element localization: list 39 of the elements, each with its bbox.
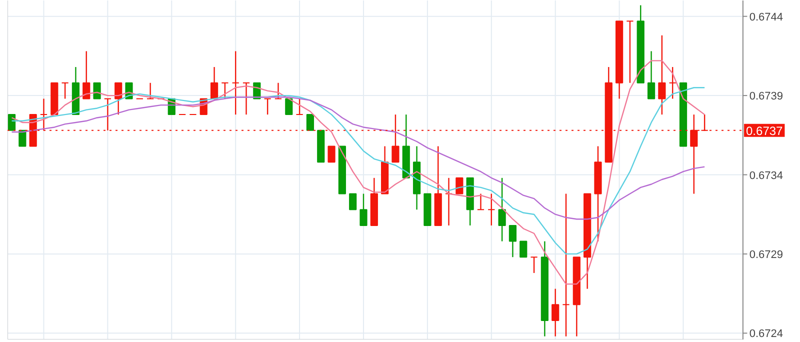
- ref-line-label: 0.6737: [746, 124, 784, 138]
- y-tick-label: 0.6744: [749, 11, 783, 24]
- y-tick-label: 0.6734: [749, 170, 783, 182]
- candlestick: [668, 66, 676, 100]
- candlestick: [306, 114, 314, 131]
- candlestick: [285, 98, 293, 116]
- candlestick: [498, 177, 506, 242]
- candlestick: [242, 82, 250, 116]
- candlestick: [114, 82, 122, 116]
- candlestick: [349, 193, 357, 210]
- candlestick: [221, 82, 229, 100]
- candlestick: [232, 50, 240, 116]
- candlestick: [61, 82, 69, 100]
- candlestick: [146, 82, 154, 100]
- candlestick: [476, 193, 485, 210]
- y-tick-label: 0.6729: [749, 248, 783, 261]
- candlestick: [456, 177, 464, 194]
- candlestick: [18, 130, 26, 147]
- candlestick: [508, 224, 517, 258]
- candlestick: [274, 82, 282, 100]
- candlestick: [360, 193, 368, 226]
- candlestick: [488, 193, 496, 226]
- candlestick: [562, 193, 570, 337]
- candlestick: [328, 146, 336, 163]
- line-series: [11, 60, 706, 285]
- candlestick: [8, 114, 16, 131]
- candlestick: [658, 34, 666, 116]
- y-tick-label: 0.6724: [749, 328, 783, 340]
- candlestick: [530, 256, 538, 274]
- candlestick: [210, 66, 218, 100]
- candlestick: [93, 82, 101, 100]
- candlestick: [552, 288, 560, 337]
- y-tick-label: 0.6739: [749, 90, 783, 103]
- candlestick: [626, 20, 634, 84]
- candlestick: [520, 240, 528, 258]
- candlestick: [296, 98, 304, 116]
- candlestick: [82, 50, 90, 100]
- candlestick: [647, 50, 656, 100]
- candlestick: [264, 98, 272, 116]
